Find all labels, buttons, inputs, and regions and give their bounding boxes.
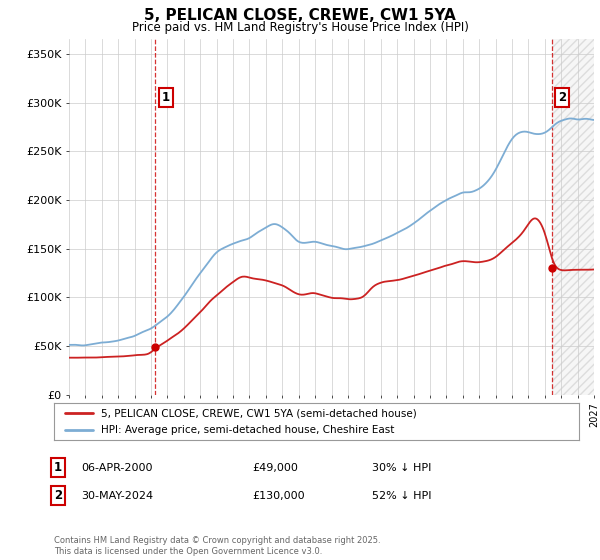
Text: Price paid vs. HM Land Registry's House Price Index (HPI): Price paid vs. HM Land Registry's House … [131,21,469,34]
Text: 06-APR-2000: 06-APR-2000 [81,463,152,473]
Text: £130,000: £130,000 [252,491,305,501]
Text: 30-MAY-2024: 30-MAY-2024 [81,491,153,501]
Text: 2: 2 [54,489,62,502]
Text: Contains HM Land Registry data © Crown copyright and database right 2025.
This d: Contains HM Land Registry data © Crown c… [54,536,380,556]
Text: 5, PELICAN CLOSE, CREWE, CW1 5YA: 5, PELICAN CLOSE, CREWE, CW1 5YA [144,8,456,24]
Text: 1: 1 [162,91,170,104]
Text: HPI: Average price, semi-detached house, Cheshire East: HPI: Average price, semi-detached house,… [101,425,395,435]
Text: 30% ↓ HPI: 30% ↓ HPI [372,463,431,473]
Text: 52% ↓ HPI: 52% ↓ HPI [372,491,431,501]
Text: 5, PELICAN CLOSE, CREWE, CW1 5YA (semi-detached house): 5, PELICAN CLOSE, CREWE, CW1 5YA (semi-d… [101,408,417,418]
Text: 2: 2 [558,91,566,104]
Text: £49,000: £49,000 [252,463,298,473]
Text: 1: 1 [54,461,62,474]
